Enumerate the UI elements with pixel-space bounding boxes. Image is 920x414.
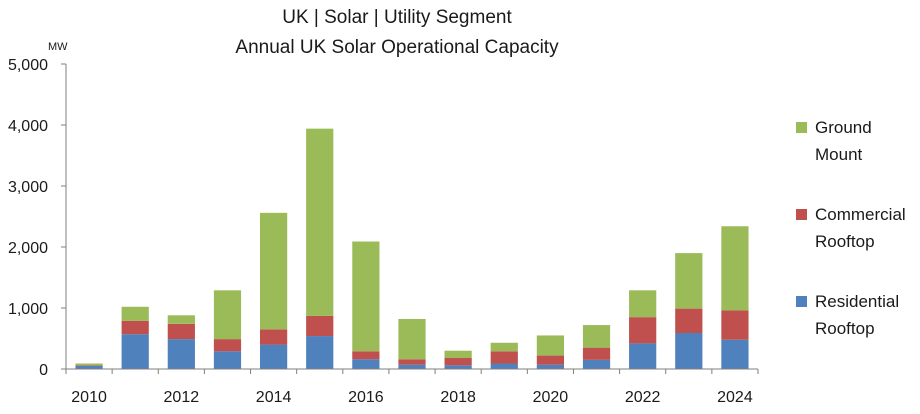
bar-2017-series-0 (398, 364, 426, 369)
x-tick-label: 2014 (256, 389, 292, 406)
bar-2021-series-0 (582, 359, 611, 369)
bar-2016-series-0 (352, 359, 380, 369)
legend-swatch (796, 209, 807, 220)
bar-2017-series-1 (398, 359, 426, 365)
x-tick-label: 2012 (164, 389, 200, 406)
bar-group (75, 128, 749, 369)
bar-2010-series-1 (75, 365, 103, 366)
bar-2016-series-2 (352, 241, 380, 352)
y-tick-label: 3,000 (8, 179, 48, 196)
bar-2017-series-2 (398, 318, 426, 360)
legend-label: Commercial (815, 205, 906, 224)
legend: Ground Mount Commercial Rooftop Residential R… (796, 118, 906, 338)
bar-2011-series-1 (121, 320, 149, 335)
bar-2023-series-1 (675, 308, 703, 334)
bar-2012-series-0 (167, 339, 195, 369)
bar-2022-series-0 (629, 343, 657, 369)
bar-2019-series-0 (490, 363, 518, 369)
y-axis: 5,000 4,000 3,000 2,000 1,000 0 (8, 57, 66, 379)
bar-2011-series-2 (121, 306, 149, 321)
y-tick-label: 2,000 (8, 240, 48, 257)
legend-swatch (796, 122, 807, 133)
legend-label: Ground (815, 118, 872, 137)
bar-2019-series-2 (490, 342, 518, 352)
bar-2021-series-2 (582, 325, 611, 348)
bar-2013-series-2 (213, 290, 242, 340)
legend-label: Mount (815, 145, 863, 164)
x-tick-label: 2020 (533, 389, 569, 406)
bar-2010-series-2 (75, 363, 103, 366)
bar-2022-series-1 (629, 317, 657, 344)
bar-2016-series-1 (352, 351, 380, 360)
bar-2011-series-0 (121, 334, 149, 369)
bar-2018-series-1 (444, 358, 472, 366)
legend-label: Rooftop (815, 232, 875, 251)
y-axis-unit-label: MW (48, 41, 68, 53)
bar-2024-series-1 (721, 310, 749, 340)
chart-title: UK | Solar | Utility Segment (282, 7, 512, 28)
y-tick-label: 1,000 (8, 301, 48, 318)
bar-2018-series-2 (444, 350, 472, 359)
bar-2021-series-1 (582, 347, 611, 360)
bar-2015-series-2 (306, 128, 334, 316)
bar-2020-series-0 (536, 364, 565, 369)
x-tick-label: 2016 (348, 389, 384, 406)
bar-2023-series-2 (675, 253, 703, 309)
x-tick-label: 2022 (625, 389, 661, 406)
bar-2010-series-0 (75, 365, 103, 369)
bar-2012-series-1 (167, 323, 195, 340)
bar-2015-series-1 (306, 315, 334, 337)
bar-2018-series-0 (444, 365, 472, 369)
legend-label: Rooftop (815, 319, 875, 338)
bar-2019-series-1 (490, 351, 518, 364)
bar-2024-series-0 (721, 339, 749, 369)
bar-2015-series-0 (306, 336, 334, 369)
x-axis: 2010 2012 2014 2016 2018 2020 2022 2024 (65, 369, 759, 406)
x-tick-label: 2024 (717, 389, 753, 406)
legend-label: Residential (815, 292, 899, 311)
bar-2014-series-0 (259, 344, 288, 369)
bar-2022-series-2 (629, 290, 657, 318)
bar-2024-series-2 (721, 226, 749, 311)
x-tick-label: 2010 (71, 389, 107, 406)
chart-subtitle: Annual UK Solar Operational Capacity (235, 37, 559, 58)
bar-2020-series-1 (536, 355, 565, 365)
bar-2020-series-2 (536, 335, 565, 356)
bar-2012-series-2 (167, 315, 195, 324)
bar-2014-series-1 (259, 329, 288, 345)
bar-2023-series-0 (675, 333, 703, 369)
bar-2013-series-0 (213, 351, 242, 369)
legend-swatch (796, 296, 807, 307)
bar-2014-series-2 (259, 212, 288, 330)
y-tick-label: 4,000 (8, 118, 48, 135)
y-tick-label: 5,000 (8, 57, 48, 74)
y-tick-label: 0 (39, 362, 48, 379)
x-tick-label: 2018 (440, 389, 476, 406)
bar-2013-series-1 (213, 339, 242, 352)
